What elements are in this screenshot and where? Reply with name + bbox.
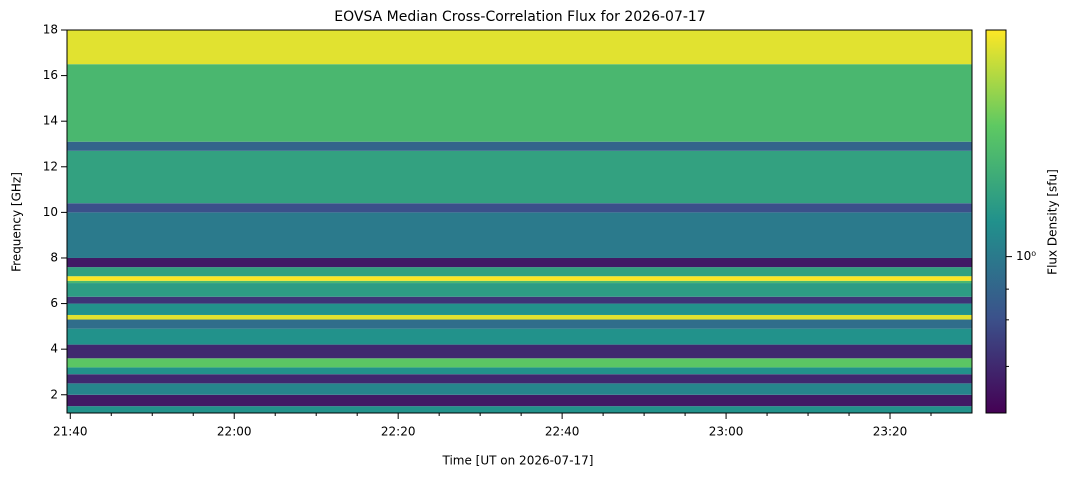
heatmap-row [67,358,972,368]
x-tick-label: 22:00 [217,425,252,439]
heatmap-row [67,303,972,315]
plot-frame [66,29,973,414]
heatmap-row [67,257,972,268]
heatmap-row [67,406,972,413]
y-tick-label: 18 [43,23,58,37]
x-tick-label: 23:20 [873,425,908,439]
heatmap-row [67,203,972,213]
heatmap-row [67,296,972,304]
y-tick-label: 12 [43,159,58,173]
x-tick-label: 23:00 [709,425,744,439]
y-tick-label: 14 [43,114,58,128]
heatmap-row [67,283,972,297]
heatmap-row [67,314,972,320]
heatmap-row [67,383,972,395]
y-tick-label: 2 [50,387,58,401]
chart-title: EOVSA Median Cross-Correlation Flux for … [334,9,705,25]
heatmap-row [67,319,972,329]
y-tick-label: 8 [50,250,58,264]
x-axis-label: Time [UT on 2026-07-17] [442,454,594,468]
x-tick-label: 22:40 [545,425,580,439]
heatmap-row [67,394,972,407]
y-axis-label: Frequency [GHz] [10,172,24,272]
colorbar [985,29,1007,414]
heatmap-row [67,374,972,384]
heatmap-row [67,267,972,277]
y-tick-label: 6 [50,296,58,310]
heatmap-row [67,344,972,359]
y-tick-label: 10 [43,205,58,219]
heatmap-row [67,280,972,284]
heatmap-row [67,367,972,375]
heatmap-row [67,276,972,281]
heatmap-row [67,141,972,151]
heatmap-row [67,64,972,142]
x-tick-label: 21:40 [53,425,88,439]
heatmap-row [67,212,972,258]
heatmap-row [67,150,972,204]
heatmap-row [67,328,972,345]
heatmap-row [67,30,972,65]
x-tick-label: 22:20 [381,425,416,439]
colorbar-label: Flux Density [sfu] [1046,169,1060,275]
y-tick-label: 16 [43,68,58,82]
y-tick-label: 4 [50,342,58,356]
colorbar-tick-label: 10⁰ [1016,249,1036,263]
